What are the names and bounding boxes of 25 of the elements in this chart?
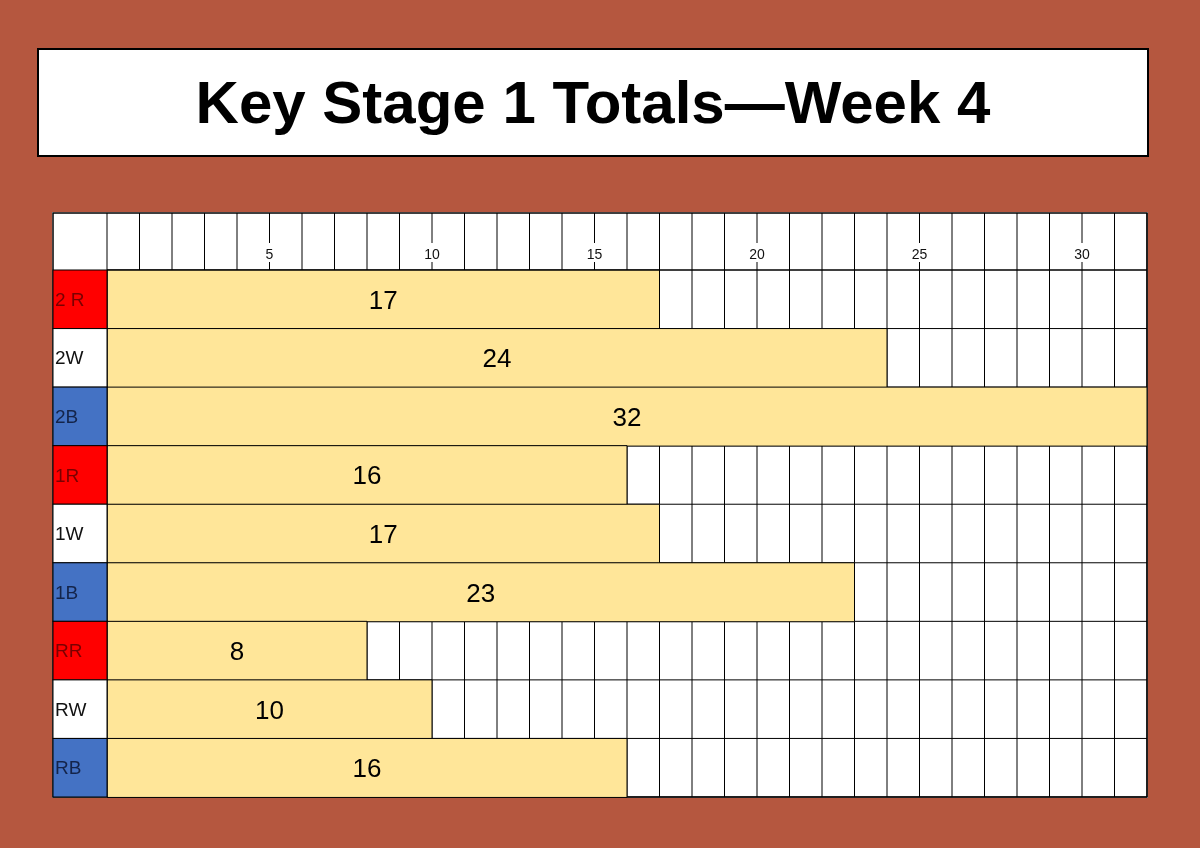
x-tick-label: 20 xyxy=(749,246,765,262)
data-label: 17 xyxy=(368,518,398,549)
data-label: 32 xyxy=(612,401,642,432)
x-tick-label: 10 xyxy=(424,246,440,262)
y-tick-label: 1R xyxy=(55,464,80,486)
data-label: 10 xyxy=(255,694,284,725)
data-label: 16 xyxy=(352,460,382,491)
y-tick-label: RW xyxy=(55,698,87,720)
y-tick-label: 1B xyxy=(55,581,79,603)
y-tick-label: RR xyxy=(55,640,83,662)
data-label: 23 xyxy=(466,577,496,608)
y-tick-label: RB xyxy=(55,757,82,779)
data-label: 24 xyxy=(482,343,512,374)
x-tick-label: 15 xyxy=(586,246,603,262)
y-tick-label: 2W xyxy=(55,347,84,369)
data-label: 16 xyxy=(352,753,382,784)
x-tick-label: 25 xyxy=(911,246,928,262)
x-tick-label: 30 xyxy=(1074,246,1090,262)
y-tick-label: 2B xyxy=(55,406,79,428)
data-label: 8 xyxy=(229,636,245,667)
y-tick-label: 1W xyxy=(55,523,84,545)
data-label: 17 xyxy=(368,284,398,315)
chart-title: Key Stage 1 Totals—Week 4 xyxy=(195,68,991,137)
x-tick-label: 5 xyxy=(265,246,274,262)
y-tick-label: 2 R xyxy=(55,288,85,310)
